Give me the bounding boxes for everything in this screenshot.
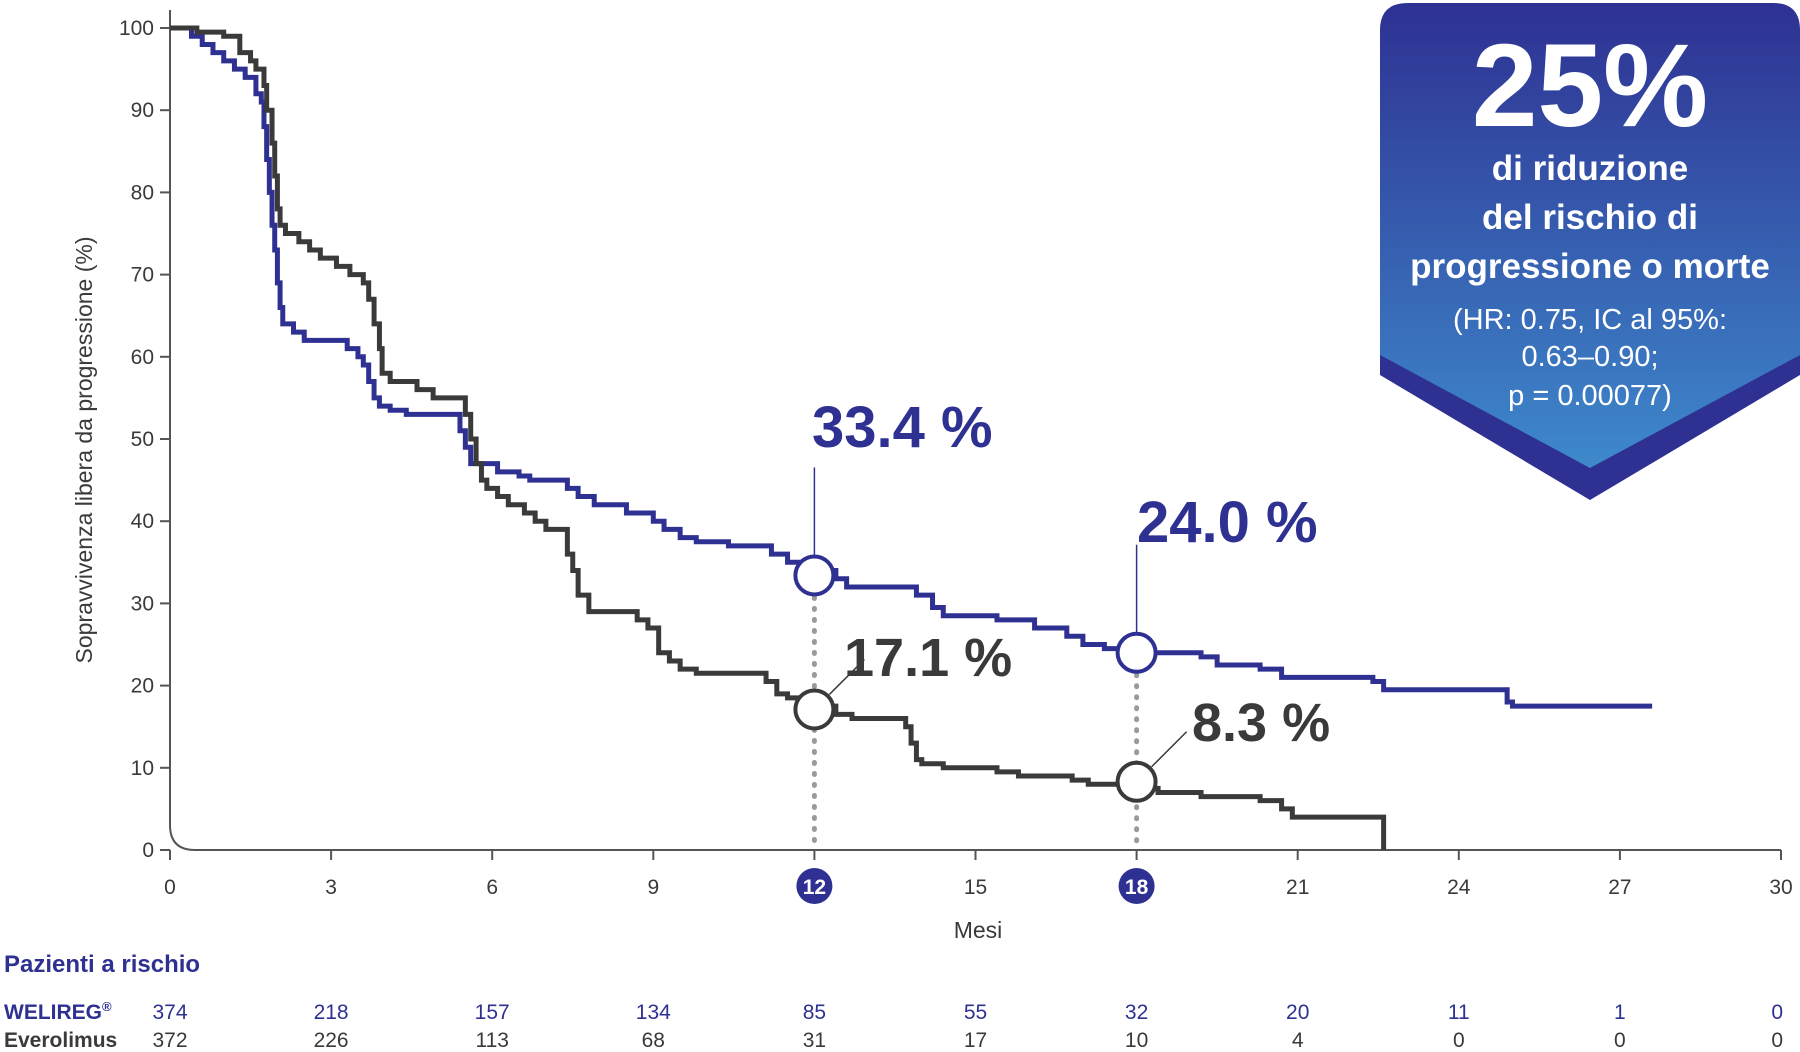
annotation-leader [1151, 731, 1188, 768]
badge-headline: 25% [1472, 20, 1708, 152]
x-tick-label: 3 [325, 876, 337, 899]
x-tick-label: 24 [1447, 876, 1471, 899]
risk-value: 68 [642, 1029, 665, 1052]
risk-value: 226 [314, 1029, 349, 1052]
annotation-everolimus-18: 8.3 % [1192, 693, 1330, 753]
y-tick-label: 0 [142, 839, 154, 862]
risk-table: Pazienti a rischio WELIREG® Everolimus 3… [4, 951, 1783, 1052]
y-tick-label: 70 [131, 264, 154, 287]
badge-subline-2: 0.63–0.90; [1521, 341, 1658, 373]
badge-subline-3: p = 0.00077) [1508, 380, 1672, 412]
y-tick-label: 30 [131, 592, 154, 615]
risk-value: 1 [1614, 1001, 1626, 1024]
badge-line-2: del rischio di [1482, 198, 1698, 237]
x-tick-label: 30 [1769, 876, 1792, 899]
x-tick-highlight-circle [796, 868, 833, 904]
badge-line-3: progressione o morte [1410, 247, 1770, 286]
risk-value: 0 [1453, 1029, 1465, 1052]
x-ticks: 0 3 6 9 12 15 18 21 24 27 30 [164, 850, 1793, 904]
risk-value: 32 [1125, 1001, 1148, 1024]
risk-value: 20 [1286, 1001, 1309, 1024]
risk-row-label-welireg-text: WELIREG [4, 1001, 102, 1024]
risk-value: 4 [1292, 1029, 1304, 1052]
annotation-marker [1115, 631, 1158, 674]
x-tick-label: 21 [1286, 876, 1309, 899]
x-tick-highlight-circle [1118, 868, 1155, 904]
badge-line-1: di riduzione [1492, 149, 1688, 188]
welireg-curve [170, 25, 1653, 709]
y-tick-label: 100 [119, 17, 154, 40]
x-axis-title: Mesi [954, 917, 1003, 943]
annotation-leader [828, 658, 865, 695]
y-tick-label: 50 [131, 428, 154, 451]
annotation-marker [793, 688, 836, 731]
risk-value: 0 [1614, 1029, 1626, 1052]
x-tick-label: 18 [1125, 876, 1149, 899]
risk-value: 372 [152, 1029, 187, 1052]
y-tick-label: 80 [131, 181, 154, 204]
y-tick-label: 90 [131, 99, 154, 122]
axes: 0 10 20 30 40 50 60 70 80 90 100 0 3 6 9 12 15 18 21 24 27 3… [119, 10, 1793, 904]
annotation-marker [1115, 760, 1158, 803]
annotation-marker [793, 554, 836, 597]
registered-mark: ® [102, 999, 112, 1014]
x-tick-label: 6 [486, 876, 498, 899]
risk-value: 374 [152, 1001, 187, 1024]
y-axis-title: Sopravvivenza libera da progressione (%) [71, 237, 97, 664]
risk-row-label-everolimus: Everolimus [4, 1029, 117, 1052]
annotation-markers [793, 467, 1188, 803]
risk-value: 85 [803, 1001, 826, 1024]
x-tick-label: 12 [803, 876, 826, 899]
y-axis-line [169, 10, 196, 851]
y-tick-label: 10 [131, 757, 154, 780]
risk-value: 0 [1771, 1029, 1783, 1052]
risk-value: 31 [803, 1029, 826, 1052]
risk-value: 10 [1125, 1029, 1148, 1052]
annotation-everolimus-12: 17.1 % [844, 628, 1012, 688]
risk-table-title: Pazienti a rischio [4, 951, 200, 978]
survival-curves [170, 25, 1653, 850]
y-tick-label: 40 [131, 510, 154, 533]
risk-value: 218 [314, 1001, 349, 1024]
annotation-welireg-12: 33.4 % [812, 395, 993, 460]
y-tick-label: 60 [131, 346, 154, 369]
x-tick-label: 9 [647, 876, 659, 899]
badge-subline-1: (HR: 0.75, IC al 95%: [1453, 304, 1727, 336]
risk-row-label-welireg: WELIREG® [4, 999, 112, 1024]
y-ticks: 0 10 20 30 40 50 60 70 80 90 100 [119, 17, 170, 862]
everolimus-curve [170, 25, 1387, 850]
risk-value: 113 [475, 1029, 508, 1052]
x-tick-label: 15 [964, 876, 987, 899]
y-tick-label: 20 [131, 675, 154, 698]
risk-value: 157 [475, 1001, 510, 1024]
annotation-welireg-18: 24.0 % [1137, 490, 1318, 555]
x-tick-label: 0 [164, 876, 176, 899]
risk-value: 11 [1448, 1001, 1470, 1024]
badge-shape [1380, 3, 1800, 500]
risk-value: 55 [964, 1001, 987, 1024]
risk-value: 0 [1771, 1001, 1783, 1024]
risk-value: 134 [636, 1001, 671, 1024]
x-tick-label: 27 [1608, 876, 1631, 899]
risk-value: 17 [964, 1029, 987, 1052]
hazard-ratio-badge: 25% di riduzione del rischio di progress… [1380, 3, 1800, 500]
badge-bottom-chevron [1380, 355, 1800, 500]
